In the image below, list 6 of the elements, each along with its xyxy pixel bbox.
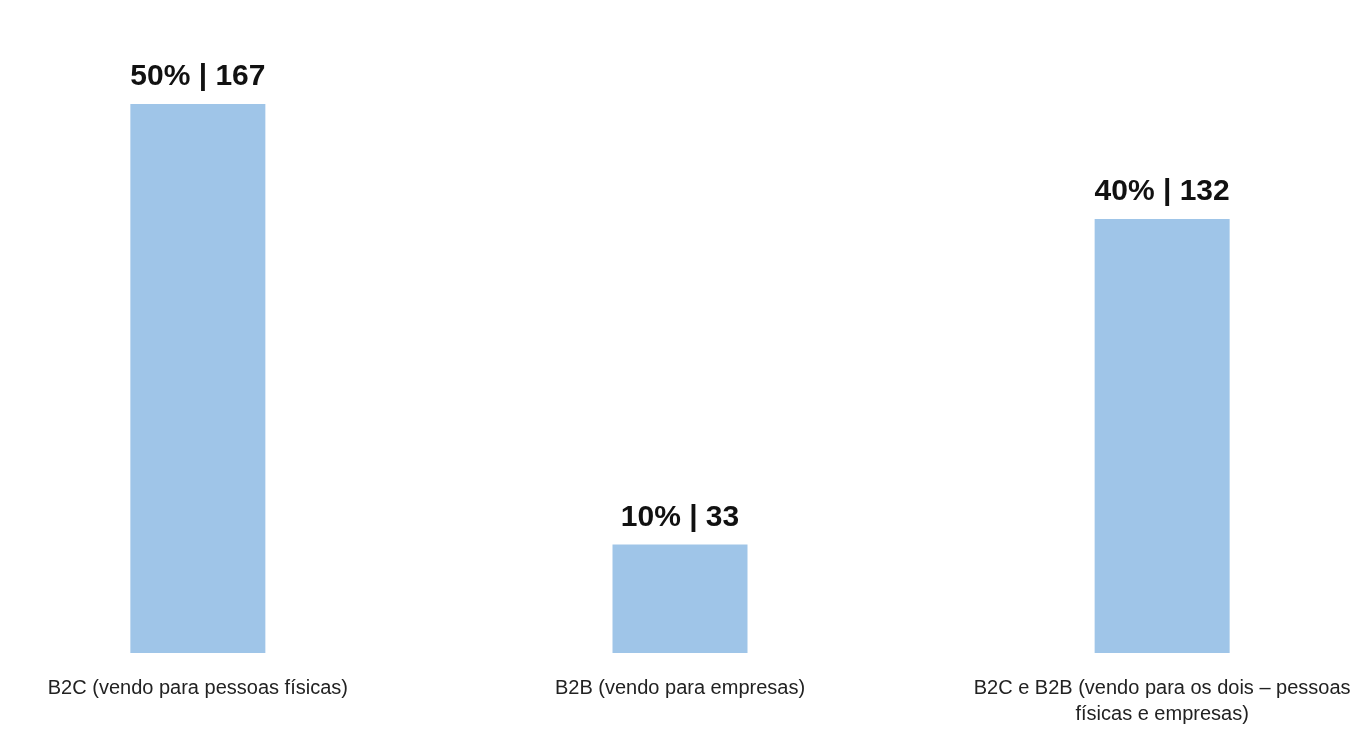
- data-label: 50% | 167: [130, 58, 266, 91]
- x-tick-label: B2B (vendo para empresas): [554, 675, 806, 698]
- x-tick-label: B2C e B2B (vendo para os dois – pessoas físicas e empresas): [973, 675, 1351, 724]
- data-label: 10% | 33: [620, 498, 740, 532]
- data-label: 40% | 132: [1094, 173, 1230, 207]
- x-tick-label: B2C (vendo para pessoas físicas): [47, 675, 348, 698]
